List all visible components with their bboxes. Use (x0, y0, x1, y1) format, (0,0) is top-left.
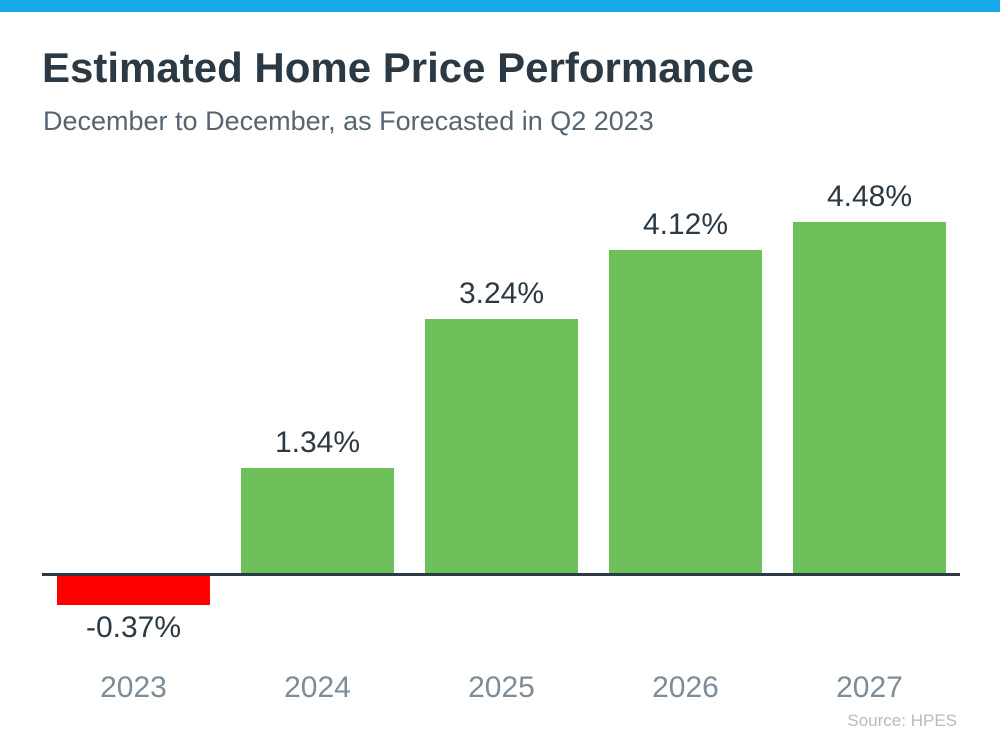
x-axis-label-2025: 2025 (468, 671, 535, 704)
bar-value-label-2026: 4.12% (642, 208, 729, 241)
x-axis-label-2026: 2026 (652, 671, 719, 704)
x-axis-label-2023: 2023 (100, 671, 167, 704)
bar-2023 (57, 576, 210, 605)
source-note: Source: HPES (847, 711, 957, 730)
bar-2026 (609, 250, 762, 573)
accent-top-bar (0, 0, 1000, 12)
bar-value-label-2027: 4.48% (826, 180, 913, 213)
chart-subtitle: December to December, as Forecasted in Q… (43, 106, 654, 136)
x-axis-line (42, 573, 960, 576)
bar-2027 (793, 222, 946, 573)
bar-2024 (241, 468, 394, 573)
bar-value-label-2024: 1.34% (274, 426, 361, 459)
bar-2025 (425, 319, 578, 573)
x-axis-label-2027: 2027 (836, 671, 903, 704)
bar-value-label-2025: 3.24% (458, 277, 545, 310)
page-title: Estimated Home Price Performance (42, 44, 754, 91)
bar-value-label-2023: -0.37% (85, 611, 182, 644)
x-axis-label-2024: 2024 (284, 671, 351, 704)
